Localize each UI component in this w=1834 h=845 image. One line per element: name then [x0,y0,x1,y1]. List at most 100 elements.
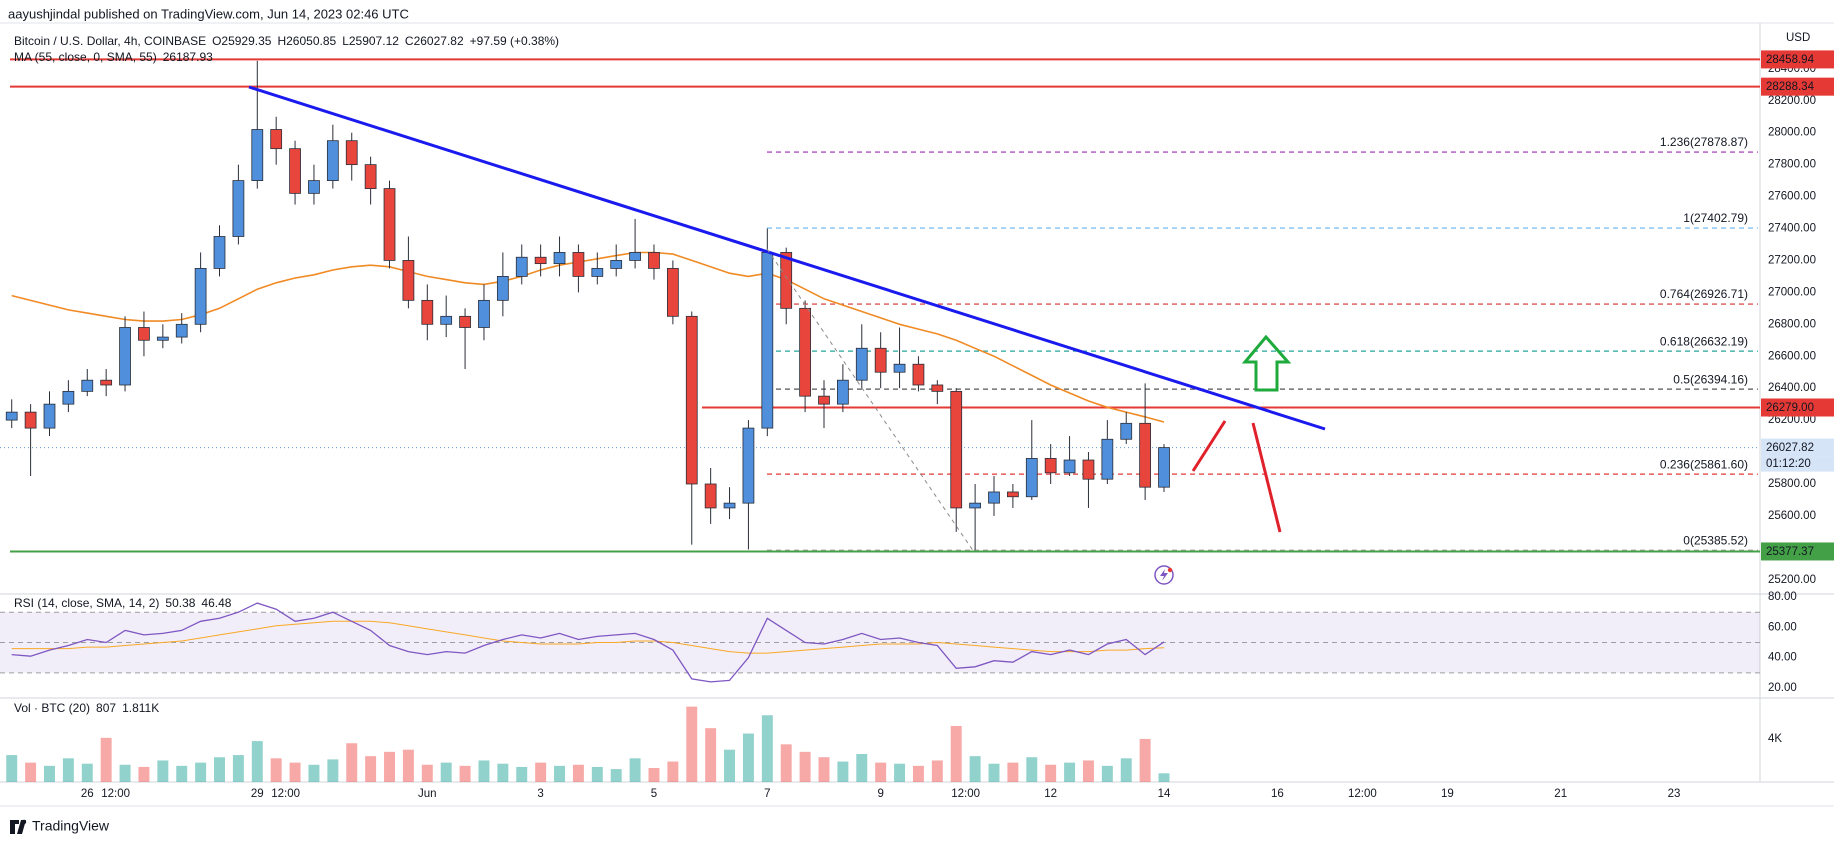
candle-body [251,129,264,181]
candle-body [308,180,320,194]
candle-body [478,299,490,328]
candle-body [1044,458,1057,474]
level-price-label-box [1761,50,1834,69]
red-stroke [1191,420,1227,472]
rsi-band [0,612,1760,673]
current-price-label: 26027.82 [1766,442,1814,454]
trend-line [248,85,1326,431]
x-tick-label: 19 [1441,788,1454,800]
volume-bar [251,741,263,782]
candle-body [421,299,434,325]
volume-bar [195,762,207,782]
y-tick-label: 26400.00 [1768,382,1816,394]
candle-body [1101,438,1114,480]
volume-bar [912,765,924,782]
volume-bar [308,764,320,782]
volume-bar [818,757,830,782]
candle-body [837,379,849,405]
brand-logo [10,820,26,834]
candle-body [742,427,755,504]
volume-bar [232,755,244,782]
volume-bar [44,765,55,782]
volume-bar [157,760,169,782]
x-tick-label: 12:00 [1348,788,1377,800]
x-tick-label: 12:00 [951,788,980,800]
fib-label: 0.618(26632.19) [1660,334,1748,348]
volume-bar [1007,762,1019,782]
volume-bar [440,762,452,782]
candle-body [818,395,830,405]
candle-body [326,140,339,181]
x-tick-label: 12 [1044,788,1057,800]
ohlc-value: H26050.85 [277,34,336,48]
volume-bar [1026,757,1038,782]
level-price-label: 25377.37 [1766,546,1814,558]
candle-body [402,260,415,301]
x-tick-label: 16 [1271,788,1284,800]
volume-tick-label: 4K [1768,733,1782,745]
ohlc-value: L25907.12 [342,34,399,48]
brand-logo-dot [21,819,27,825]
x-tick-label: 5 [651,788,657,800]
candle-body [534,256,547,265]
rsi-line [11,602,1165,683]
x-tick-label: 29 [251,788,264,800]
candle-body [24,411,37,429]
y-tick-label: 27200.00 [1768,254,1816,266]
candle-body [685,315,698,485]
volume-bar [119,764,131,782]
event-icon-dot [1167,567,1173,573]
volume-bar [780,744,792,782]
ohlc-value: O25929.35 [212,34,272,48]
volume-legend: Vol · BTC (20) [14,701,90,715]
volume-bar [894,763,906,782]
x-tick-label: 14 [1158,788,1171,800]
volume-bar [421,764,433,782]
y-tick-label: 27800.00 [1768,159,1816,171]
candle-body [1025,458,1038,498]
ma-legend: MA (55, close, 0, SMA, 55) [14,50,157,64]
y-tick-label: 27000.00 [1768,286,1816,298]
volume-bar [554,765,566,782]
rsi-tick-label: 20.00 [1768,682,1797,694]
candle-body [364,164,377,189]
ohlc-value: +97.59 (+0.38%) [470,34,559,48]
candle-body [459,315,471,328]
volume-bar [1158,773,1170,782]
volume-bar [478,760,490,782]
candle-body [931,384,944,392]
volume-ma-legend-value: 1.811K [122,701,159,715]
volume-bar [346,743,358,782]
volume-bar [610,769,622,782]
level-price-label-box [1761,77,1834,96]
x-tick-label: 7 [764,788,770,800]
volume-bar [969,756,981,782]
x-tick-label: 3 [537,788,543,800]
volume-bar [6,755,18,782]
level-price-label: 28288.34 [1766,81,1815,93]
main-plot [5,60,1170,551]
volume-bar [25,762,37,782]
candle-body [874,347,887,373]
volume-bar [667,761,679,782]
candle-body [1158,447,1170,488]
x-tick-label: Jun [418,788,437,800]
volume-bar [1120,758,1132,782]
volume-bar [176,765,188,782]
rsi-ma-line [11,620,1165,654]
candle-body [572,252,585,277]
volume-bar [365,756,377,782]
volume-bar [535,762,547,782]
volume-bar [138,766,150,782]
candle-body [43,403,56,429]
candle-body [610,260,623,269]
candle-body [81,379,94,392]
ma-legend-value: 26187.93 [163,50,213,64]
volume-bar [648,768,660,782]
fib-label: 0.5(26394.16) [1673,372,1748,386]
candle-body [950,390,963,509]
publisher: aayushjindal published on TradingView.co… [8,6,409,21]
countdown-box [1761,456,1834,472]
